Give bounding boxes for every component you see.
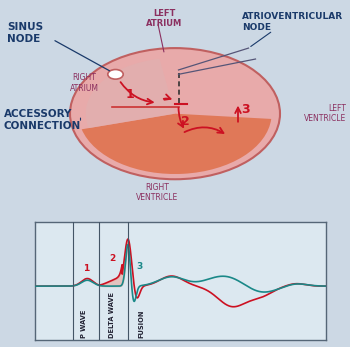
Text: ATRIOVENTRICULAR
NODE: ATRIOVENTRICULAR NODE xyxy=(242,12,343,32)
Text: DELTA WAVE: DELTA WAVE xyxy=(109,293,115,338)
Text: 2: 2 xyxy=(181,115,190,128)
Text: RIGHT
VENTRICLE: RIGHT VENTRICLE xyxy=(136,183,178,202)
Wedge shape xyxy=(86,59,175,128)
Text: 1: 1 xyxy=(125,87,134,101)
Circle shape xyxy=(108,69,123,79)
Text: FUSION: FUSION xyxy=(138,310,144,338)
Text: LEFT
ATRIUM: LEFT ATRIUM xyxy=(146,9,183,28)
Wedge shape xyxy=(82,114,271,174)
Text: ACCESSORY
CONNECTION: ACCESSORY CONNECTION xyxy=(4,109,81,131)
Text: P WAVE: P WAVE xyxy=(82,310,88,338)
Text: 1: 1 xyxy=(83,264,89,273)
Text: 2: 2 xyxy=(109,254,115,263)
Circle shape xyxy=(70,48,280,179)
Text: SINUS
NODE: SINUS NODE xyxy=(7,22,43,44)
Text: LEFT
VENTRICLE: LEFT VENTRICLE xyxy=(304,104,346,124)
Text: 3: 3 xyxy=(136,262,143,271)
Text: RIGHT
ATRIUM: RIGHT ATRIUM xyxy=(70,73,98,93)
Text: 3: 3 xyxy=(241,103,249,116)
